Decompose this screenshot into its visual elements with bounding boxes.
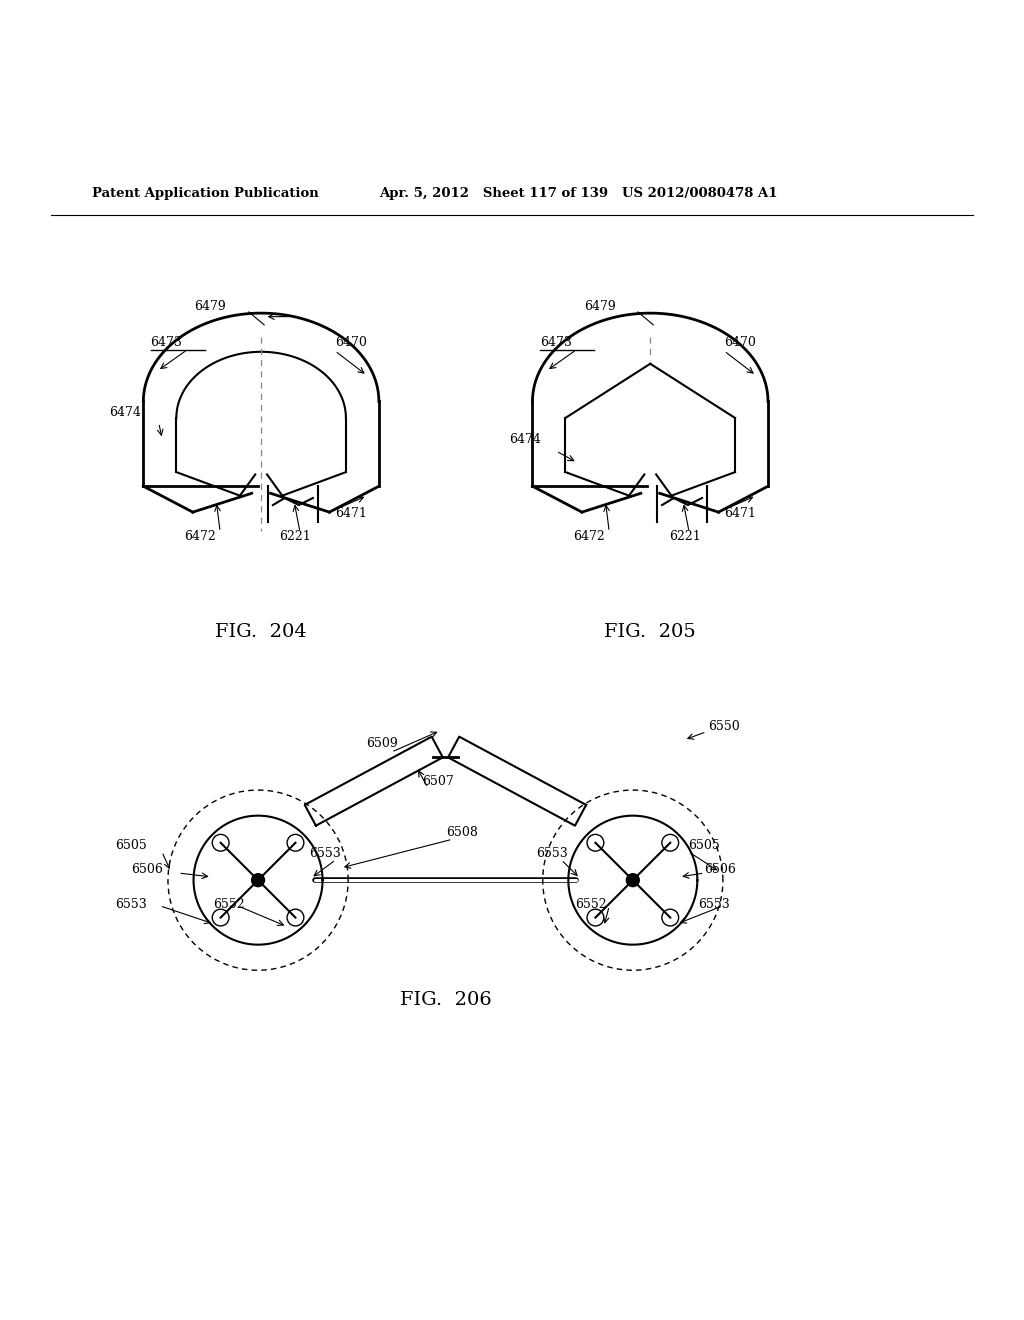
Circle shape (252, 874, 264, 887)
Text: 6550: 6550 (709, 719, 740, 733)
Text: 6553: 6553 (537, 846, 568, 859)
Text: 6473: 6473 (540, 337, 571, 348)
Polygon shape (449, 737, 586, 825)
Text: 6506: 6506 (131, 863, 163, 876)
Text: 6552: 6552 (575, 898, 607, 911)
Text: 6474: 6474 (110, 405, 141, 418)
Text: 6505: 6505 (688, 840, 720, 853)
Text: 6553: 6553 (115, 898, 146, 911)
Text: FIG.  206: FIG. 206 (399, 991, 492, 1008)
Text: 6470: 6470 (724, 337, 756, 348)
Text: 6221: 6221 (280, 531, 311, 544)
Text: 6470: 6470 (335, 337, 367, 348)
Polygon shape (305, 737, 442, 825)
Text: 6472: 6472 (573, 531, 605, 544)
Text: 6473: 6473 (151, 337, 182, 348)
Text: 6221: 6221 (669, 531, 700, 544)
Text: 6471: 6471 (724, 507, 756, 520)
Text: 6479: 6479 (195, 300, 226, 313)
Text: 6506: 6506 (705, 863, 736, 876)
Text: Patent Application Publication: Patent Application Publication (92, 187, 318, 199)
Text: FIG.  205: FIG. 205 (604, 623, 696, 642)
Text: 6474: 6474 (509, 433, 541, 446)
Text: Apr. 5, 2012   Sheet 117 of 139   US 2012/0080478 A1: Apr. 5, 2012 Sheet 117 of 139 US 2012/00… (379, 187, 778, 199)
Text: 6507: 6507 (422, 775, 454, 788)
Circle shape (627, 874, 639, 887)
Text: 6553: 6553 (309, 846, 341, 859)
Text: 6509: 6509 (367, 737, 398, 750)
Text: 6505: 6505 (115, 840, 146, 853)
Text: 6552: 6552 (213, 898, 245, 911)
Text: 6471: 6471 (335, 507, 367, 520)
Text: FIG.  204: FIG. 204 (215, 623, 307, 642)
Text: 6508: 6508 (446, 826, 478, 840)
Text: 6472: 6472 (184, 531, 216, 544)
Text: 6553: 6553 (698, 898, 730, 911)
Text: 6479: 6479 (584, 300, 615, 313)
